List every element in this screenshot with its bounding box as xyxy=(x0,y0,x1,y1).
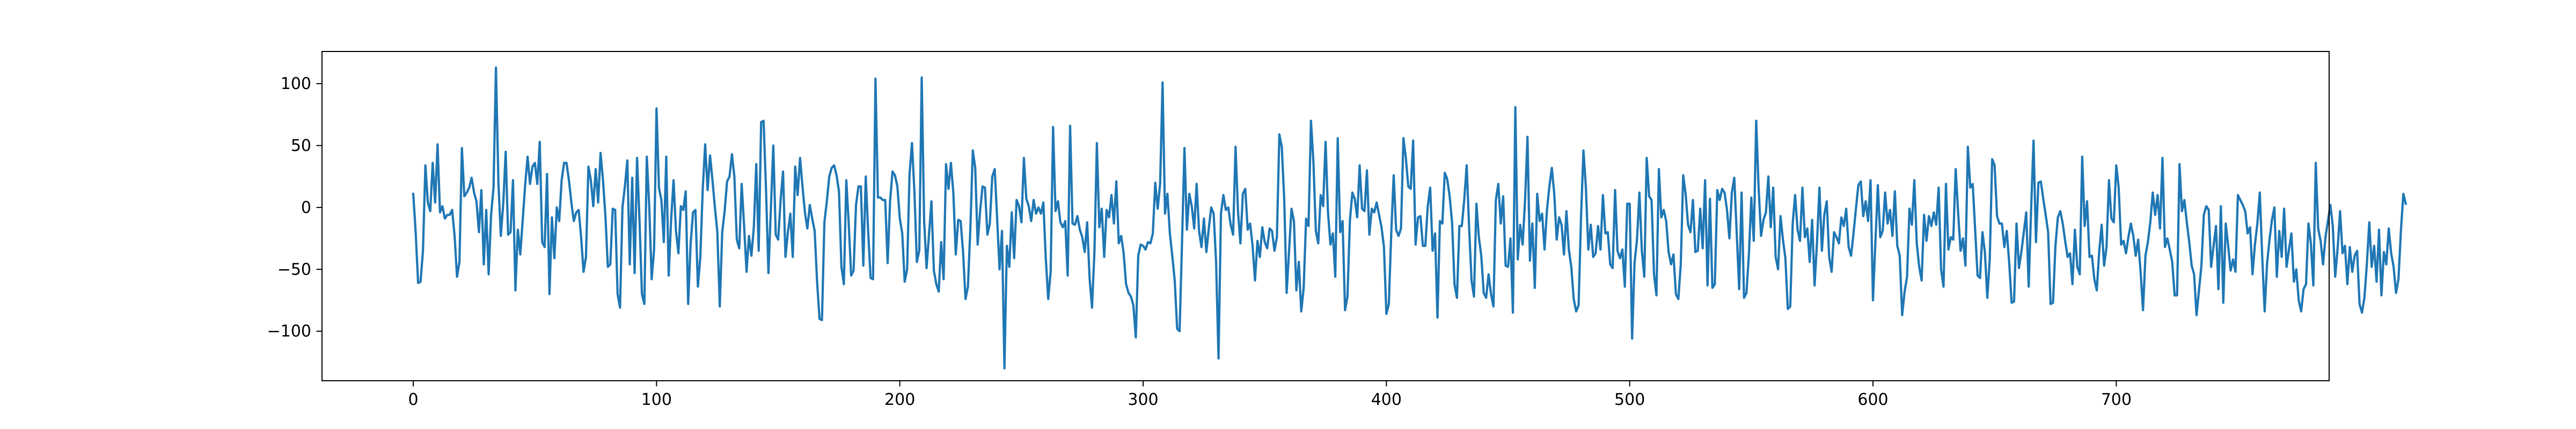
series-line-0 xyxy=(412,66,2407,370)
x-tick-label: 500 xyxy=(1614,390,1645,409)
x-tick-label: 400 xyxy=(1371,390,1402,409)
x-tick-label: 200 xyxy=(884,390,915,409)
x-axis: 0 100 200 300 400 500 600 700 xyxy=(408,381,2132,409)
x-tick-label: 600 xyxy=(1857,390,1888,409)
y-tick-label: 100 xyxy=(281,75,311,93)
axes-frame xyxy=(321,51,2330,381)
plot-area xyxy=(412,66,2407,370)
y-tick-label: 0 xyxy=(301,198,311,217)
x-tick-label: 0 xyxy=(408,390,418,409)
y-tick-label: −50 xyxy=(277,260,311,279)
x-tick-label: 700 xyxy=(2101,390,2132,409)
y-tick-label: −100 xyxy=(267,322,311,341)
x-tick-label: 300 xyxy=(1128,390,1158,409)
y-tick-label: 50 xyxy=(291,136,311,155)
y-axis: −100 −50 0 50 100 xyxy=(267,75,322,341)
x-tick-label: 100 xyxy=(641,390,672,409)
